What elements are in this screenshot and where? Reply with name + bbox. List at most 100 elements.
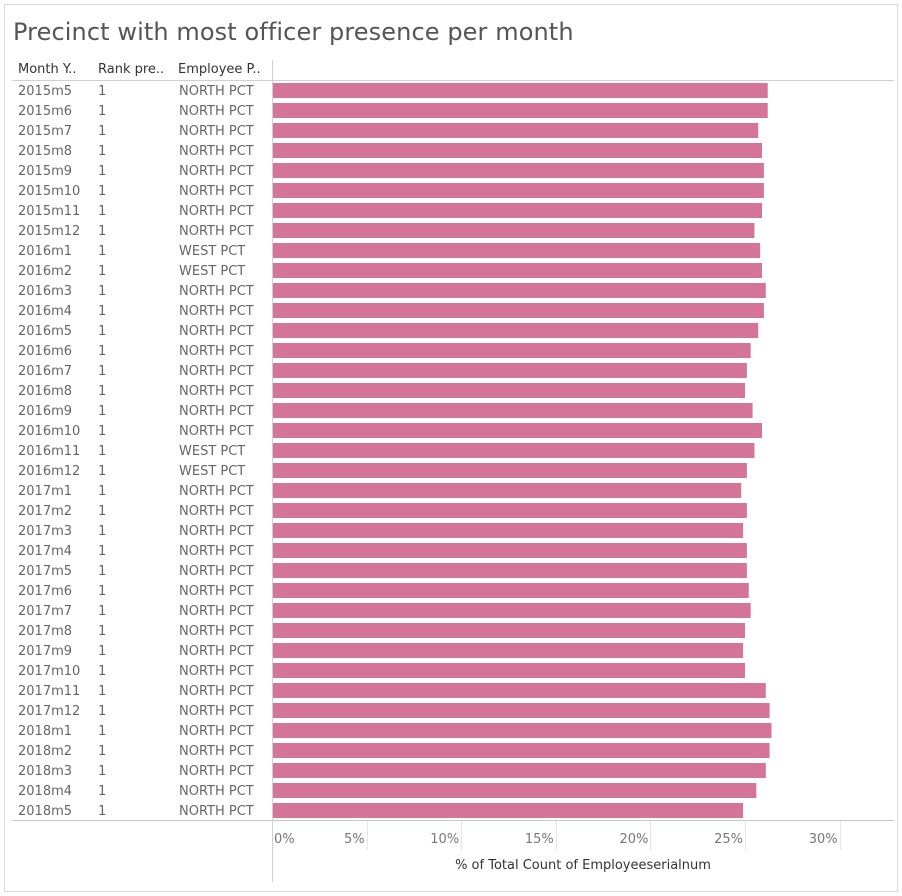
bar[interactable] [273, 443, 755, 458]
row-label-rank: 1 [98, 144, 106, 159]
row-label-month[interactable]: 2017m3 [18, 524, 72, 539]
row-label-month[interactable]: 2016m12 [18, 464, 80, 479]
row-label-month[interactable]: 2017m2 [18, 504, 72, 519]
bar[interactable] [273, 283, 766, 298]
bar[interactable] [273, 123, 759, 138]
bar[interactable] [273, 83, 768, 98]
row-label-month[interactable]: 2015m10 [18, 184, 80, 199]
bar[interactable] [273, 503, 747, 518]
bar[interactable] [273, 583, 749, 598]
bar[interactable] [273, 523, 744, 538]
row-label-month[interactable]: 2015m8 [18, 144, 72, 159]
bar[interactable] [273, 423, 763, 438]
bar[interactable] [273, 703, 770, 718]
row-label-month[interactable]: 2018m3 [18, 764, 72, 779]
row-label-precinct: NORTH PCT [179, 404, 254, 419]
row-label-precinct: NORTH PCT [179, 84, 254, 99]
row-label-month[interactable]: 2015m7 [18, 124, 72, 139]
row-label-month[interactable]: 2018m5 [18, 804, 72, 819]
row-label-precinct: NORTH PCT [179, 104, 254, 119]
header-rank[interactable]: Rank pre.. [98, 62, 165, 77]
bar[interactable] [273, 343, 751, 358]
row-label-precinct: NORTH PCT [179, 124, 254, 139]
bar[interactable] [273, 463, 747, 478]
bar[interactable] [273, 623, 745, 638]
bar[interactable] [273, 783, 757, 798]
row-label-month[interactable]: 2016m5 [18, 324, 72, 339]
row-label-month[interactable]: 2016m6 [18, 344, 72, 359]
row-label-month[interactable]: 2017m4 [18, 544, 72, 559]
chart-title: Precinct with most officer presence per … [13, 18, 574, 46]
bar[interactable] [273, 483, 742, 498]
bar[interactable] [273, 303, 764, 318]
bar[interactable] [273, 223, 755, 238]
bar[interactable] [273, 643, 744, 658]
row-label-rank: 1 [98, 544, 106, 559]
bar[interactable] [273, 363, 747, 378]
bar[interactable] [273, 103, 768, 118]
row-label-month[interactable]: 2017m9 [18, 644, 72, 659]
bar[interactable] [273, 323, 759, 338]
bar[interactable] [273, 143, 763, 158]
row-label-month[interactable]: 2015m12 [18, 224, 80, 239]
row-label-precinct: NORTH PCT [179, 724, 254, 739]
row-label-month[interactable]: 2017m6 [18, 584, 72, 599]
bar[interactable] [273, 603, 751, 618]
bar[interactable] [273, 183, 764, 198]
row-label-month[interactable]: 2016m2 [18, 264, 72, 279]
row-label-precinct: WEST PCT [179, 464, 245, 479]
row-label-month[interactable]: 2018m1 [18, 724, 72, 739]
header-month-year[interactable]: Month Y.. [18, 62, 77, 77]
row-label-rank: 1 [98, 324, 106, 339]
bar[interactable] [273, 263, 763, 278]
bar[interactable] [273, 243, 761, 258]
row-label-precinct: NORTH PCT [179, 544, 254, 559]
row-label-rank: 1 [98, 664, 106, 679]
row-label-month[interactable]: 2016m11 [18, 444, 80, 459]
row-label-month[interactable]: 2016m10 [18, 424, 80, 439]
bar[interactable] [273, 403, 753, 418]
bar[interactable] [273, 683, 766, 698]
row-label-month[interactable]: 2018m2 [18, 744, 72, 759]
row-label-month[interactable]: 2016m9 [18, 404, 72, 419]
row-label-precinct: NORTH PCT [179, 664, 254, 679]
row-label-month[interactable]: 2016m3 [18, 284, 72, 299]
row-label-precinct: NORTH PCT [179, 184, 254, 199]
bar[interactable] [273, 203, 763, 218]
row-label-precinct: NORTH PCT [179, 384, 254, 399]
row-label-month[interactable]: 2017m5 [18, 564, 72, 579]
row-label-month[interactable]: 2016m7 [18, 364, 72, 379]
row-label-month[interactable]: 2017m1 [18, 484, 72, 499]
row-label-month[interactable]: 2017m11 [18, 684, 80, 699]
row-label-month[interactable]: 2015m5 [18, 84, 72, 99]
bar[interactable] [273, 743, 770, 758]
row-label-month[interactable]: 2016m8 [18, 384, 72, 399]
row-label-month[interactable]: 2017m7 [18, 604, 72, 619]
row-label-rank: 1 [98, 504, 106, 519]
row-label-rank: 1 [98, 424, 106, 439]
row-label-precinct: NORTH PCT [179, 524, 254, 539]
row-label-precinct: NORTH PCT [179, 344, 254, 359]
row-label-precinct: NORTH PCT [179, 364, 254, 379]
bar[interactable] [273, 383, 745, 398]
row-label-month[interactable]: 2017m10 [18, 664, 80, 679]
bar[interactable] [273, 563, 747, 578]
bar[interactable] [273, 723, 772, 738]
bar[interactable] [273, 543, 747, 558]
bar[interactable] [273, 763, 766, 778]
bar[interactable] [273, 163, 764, 178]
bar[interactable] [273, 803, 744, 818]
row-label-precinct: WEST PCT [179, 264, 245, 279]
row-label-month[interactable]: 2016m1 [18, 244, 72, 259]
x-tick-label: 0% [274, 832, 295, 847]
bar[interactable] [273, 663, 745, 678]
row-label-month[interactable]: 2017m8 [18, 624, 72, 639]
row-label-month[interactable]: 2018m4 [18, 784, 72, 799]
row-label-month[interactable]: 2016m4 [18, 304, 72, 319]
row-label-rank: 1 [98, 304, 106, 319]
row-label-month[interactable]: 2017m12 [18, 704, 80, 719]
row-label-month[interactable]: 2015m9 [18, 164, 72, 179]
row-label-month[interactable]: 2015m11 [18, 204, 80, 219]
header-employee-precinct[interactable]: Employee P.. [178, 62, 261, 77]
row-label-month[interactable]: 2015m6 [18, 104, 72, 119]
